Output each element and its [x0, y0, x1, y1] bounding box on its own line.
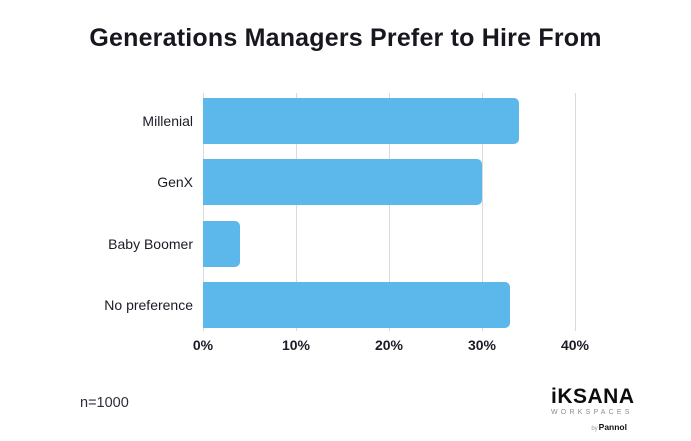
category-label-no-preference: No preference: [104, 297, 193, 313]
logo-byline-name: Pannol: [598, 422, 627, 432]
category-label-genx: GenX: [157, 174, 193, 190]
bar-chart: Millenial GenX Baby Boomer No preference 0%…: [0, 93, 691, 353]
category-label-baby-boomer: Baby Boomer: [108, 236, 193, 252]
sample-size-note: n=1000: [80, 395, 129, 411]
logo-byline: byPannol: [551, 417, 629, 435]
logo-workspaces-text: WORKSPACES: [551, 409, 633, 416]
gridline-40%: [575, 93, 576, 331]
logo-brand-text: iKSANA: [551, 385, 635, 408]
x-tick-30%: 30%: [467, 337, 497, 353]
iksana-logo: iKSANA WORKSPACES byPannol: [551, 385, 635, 435]
x-tick-0%: 0%: [192, 337, 214, 353]
bar-millenial: [203, 98, 519, 144]
chart-title: Generations Managers Prefer to Hire From: [89, 24, 602, 52]
bar-no-preference: [203, 282, 510, 328]
gridline-10%: [296, 93, 297, 331]
x-tick-40%: 40%: [560, 337, 590, 353]
x-tick-20%: 20%: [374, 337, 404, 353]
gridline-30%: [482, 93, 483, 331]
bar-baby-boomer: [203, 221, 240, 267]
logo-byline-prefix: by: [591, 426, 598, 432]
bar-genx: [203, 159, 482, 205]
category-label-millenial: Millenial: [142, 113, 193, 129]
x-tick-10%: 10%: [281, 337, 311, 353]
gridline-0%: [203, 93, 204, 331]
gridline-20%: [389, 93, 390, 331]
